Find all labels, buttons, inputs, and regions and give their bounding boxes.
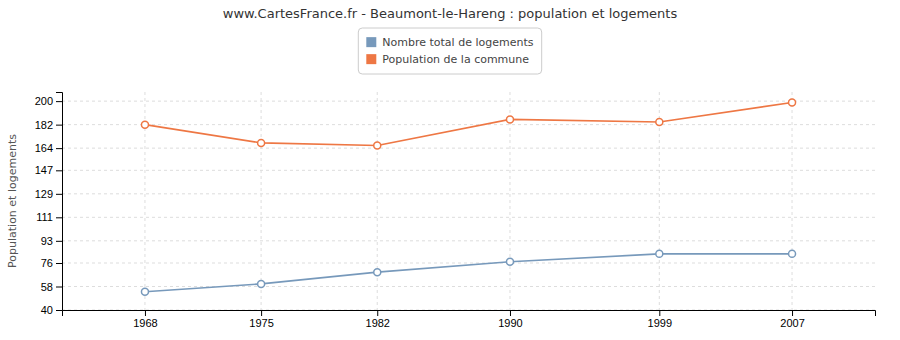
- tick-mark: [377, 310, 378, 316]
- tick: 1975: [249, 310, 273, 329]
- grid-line: [62, 263, 875, 264]
- tick-label: 40: [41, 304, 53, 316]
- tick: 200: [35, 95, 62, 107]
- marks: [141, 99, 795, 295]
- point: [506, 116, 513, 123]
- tick-mark: [56, 217, 62, 218]
- legend-swatch: [366, 54, 376, 64]
- point: [141, 121, 148, 128]
- tick-mark: [56, 148, 62, 149]
- point: [141, 288, 148, 295]
- point: [258, 139, 265, 146]
- tick-mark: [510, 310, 511, 316]
- tick-label: 93: [41, 235, 53, 247]
- grid-line: [377, 92, 378, 310]
- line: [145, 102, 792, 145]
- tick-mark: [145, 310, 146, 316]
- point: [789, 99, 796, 106]
- tick-label: 1968: [133, 317, 157, 329]
- tick-label: 58: [41, 281, 53, 293]
- grid-line: [62, 217, 875, 218]
- tick-label: 111: [36, 211, 53, 223]
- tick: 58: [41, 281, 62, 293]
- plot: 1968 1975 1982 1990 1999 2007 40 58 76 93 111 129 14…: [35, 92, 876, 329]
- point: [656, 250, 663, 257]
- tick-label: 76: [41, 257, 53, 269]
- tick-mark: [659, 310, 660, 316]
- legend-item: Nombre total de logements: [366, 36, 533, 49]
- grid-line: [62, 170, 875, 171]
- grid-line: [509, 92, 510, 310]
- tick-mark: [56, 263, 62, 264]
- chart: www.CartesFrance.fr - Beaumont-le-Hareng…: [0, 0, 900, 340]
- tick: 40: [41, 304, 62, 316]
- tick-label: 1990: [498, 317, 522, 329]
- tick: 2007: [780, 310, 804, 329]
- tick: 182: [35, 119, 62, 131]
- legend-label: Population de la commune: [382, 53, 529, 66]
- tick: 1990: [498, 310, 522, 329]
- tick-label: 200: [35, 95, 53, 107]
- axis-line: [63, 311, 876, 317]
- tick-label: 182: [35, 119, 53, 131]
- y-axis: 40 58 76 93 111 129 147 164 182 200: [35, 93, 63, 317]
- tick-label: 2007: [780, 317, 804, 329]
- tick-mark: [56, 241, 62, 242]
- grid-line: [62, 193, 875, 194]
- tick: 111: [36, 211, 62, 223]
- legend-item: Population de la commune: [366, 53, 529, 66]
- point: [789, 250, 796, 257]
- legend-box: [358, 28, 541, 74]
- tick-mark: [56, 101, 62, 102]
- grid: [62, 92, 875, 310]
- tick: 164: [35, 142, 62, 154]
- point: [374, 142, 381, 149]
- tick: 1968: [133, 310, 157, 329]
- tick-mark: [56, 170, 62, 171]
- point: [258, 280, 265, 287]
- tick: 1982: [366, 310, 390, 329]
- tick: 93: [41, 235, 62, 247]
- tick-mark: [261, 310, 262, 316]
- tick-mark: [56, 125, 62, 126]
- tick-mark: [56, 287, 62, 288]
- tick-mark: [56, 310, 62, 311]
- x-axis: 1968 1975 1982 1990 1999 2007: [63, 310, 876, 329]
- y-axis-title: Population et logements: [6, 134, 19, 268]
- tick-mark: [792, 310, 793, 316]
- grid-line: [62, 101, 875, 102]
- line: [145, 254, 792, 292]
- tick: 147: [35, 164, 62, 176]
- title: www.CartesFrance.fr - Beaumont-le-Hareng…: [223, 6, 678, 21]
- tick-label: 164: [35, 142, 53, 154]
- tick-label: 147: [35, 164, 53, 176]
- grid-line: [62, 240, 875, 241]
- grid-line: [62, 286, 875, 287]
- tick-mark: [56, 194, 62, 195]
- grid-line: [261, 92, 262, 310]
- grid-line: [62, 124, 875, 125]
- legend: Nombre total de logements Population de l…: [358, 28, 541, 74]
- grid-line: [792, 92, 793, 310]
- point: [506, 258, 513, 265]
- tick-label: 1999: [648, 317, 672, 329]
- tick: 76: [41, 257, 62, 269]
- legend-label: Nombre total de logements: [382, 36, 533, 49]
- tick: 1999: [648, 310, 672, 329]
- point: [656, 119, 663, 126]
- tick-label: 129: [35, 188, 53, 200]
- point: [374, 269, 381, 276]
- axis-line: [56, 93, 63, 311]
- tick: 129: [35, 188, 62, 200]
- legend-swatch: [366, 37, 376, 47]
- tick-label: 1982: [366, 317, 390, 329]
- grid-line: [62, 148, 875, 149]
- tick-label: 1975: [249, 317, 273, 329]
